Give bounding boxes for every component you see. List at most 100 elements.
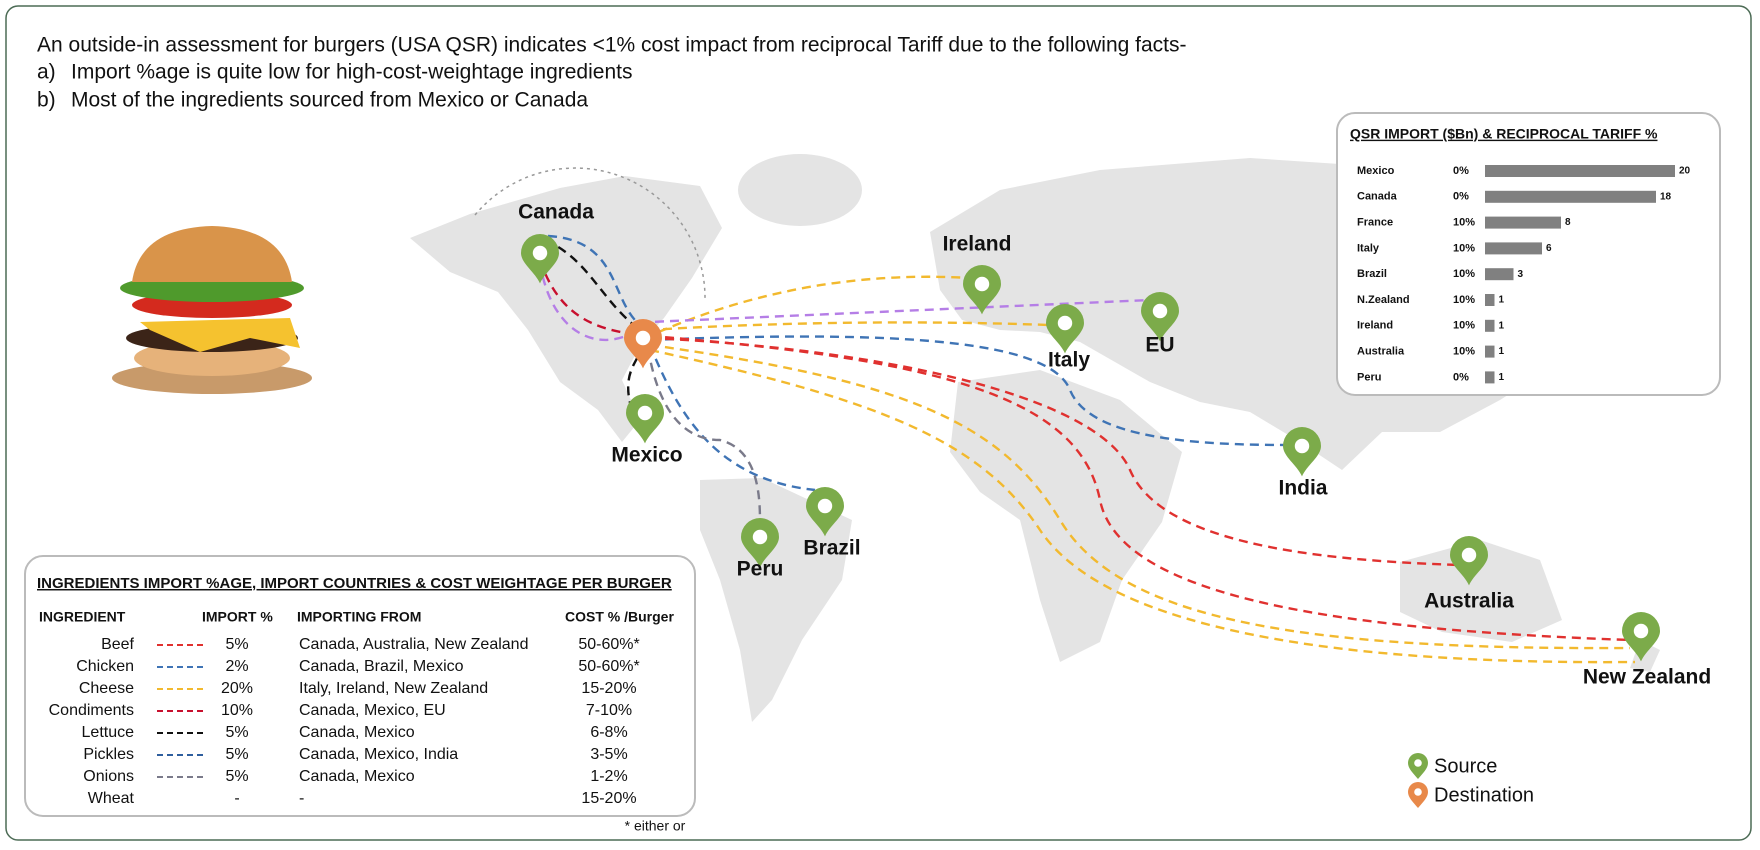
legend-label: Source (1434, 755, 1497, 777)
bar (1485, 242, 1542, 255)
category-label: Peru (1357, 371, 1381, 383)
tariff-label: 10% (1453, 242, 1475, 254)
category-label: Canada (1357, 191, 1398, 203)
pin-hole (532, 245, 548, 261)
bar (1485, 268, 1514, 281)
table-box (24, 555, 696, 817)
column-header: INGREDIENT (39, 609, 126, 625)
importing-from: Canada, Mexico (299, 768, 415, 785)
importing-from: - (299, 790, 304, 807)
column-header: IMPORT % (202, 609, 273, 625)
pin-hole (1414, 788, 1422, 796)
pin-label: Mexico (611, 444, 682, 467)
category-label: Mexico (1357, 165, 1395, 177)
category-label: France (1357, 217, 1393, 229)
ingredient: Wheat (88, 790, 135, 807)
ingredient: Onions (83, 768, 134, 785)
header-title: An outside-in assessment for burgers (US… (37, 34, 1186, 57)
importing-from: Italy, Ireland, New Zealand (299, 680, 488, 697)
import-pct: 5% (225, 746, 248, 763)
bar (1485, 319, 1495, 332)
value-label: 1 (1499, 295, 1505, 306)
import-pct: 5% (225, 724, 248, 741)
importing-from: Canada, Mexico (299, 724, 415, 741)
footnote: * either or (625, 818, 686, 834)
value-label: 1 (1499, 372, 1505, 383)
pin-hole (1152, 303, 1168, 319)
cost-pct: 6-8% (590, 724, 627, 741)
pin-hole (1057, 315, 1073, 331)
import-pct: 10% (221, 702, 253, 719)
tariff-label: 10% (1453, 346, 1475, 358)
category-label: Brazil (1357, 268, 1387, 280)
bar (1485, 371, 1495, 384)
tariff-label: 0% (1453, 165, 1469, 177)
pin-hole (1294, 438, 1310, 454)
header-point: Most of the ingredients sourced from Mex… (71, 89, 588, 112)
category-label: Italy (1357, 242, 1380, 254)
cost-pct: 15-20% (581, 680, 636, 697)
pin-hole (752, 529, 768, 545)
ingredient: Condiments (49, 702, 134, 719)
column-header: IMPORTING FROM (297, 609, 421, 625)
bar (1485, 345, 1495, 358)
import-pct: 2% (225, 658, 248, 675)
value-label: 6 (1546, 243, 1552, 254)
category-label: Ireland (1357, 320, 1393, 332)
pin-label: Brazil (803, 537, 860, 560)
point-marker: b) (37, 89, 56, 112)
pin-hole (974, 276, 990, 292)
burger-image (112, 226, 312, 396)
value-label: 3 (1518, 269, 1524, 280)
pin-hole (635, 330, 651, 346)
routes (474, 167, 1636, 664)
import-pct: 5% (225, 768, 248, 785)
pin-label: Canada (518, 201, 594, 224)
ingredient: Beef (101, 636, 134, 653)
pin-hole (817, 498, 833, 514)
pin-label: Australia (1424, 590, 1514, 613)
table-title: INGREDIENTS IMPORT %AGE, IMPORT COUNTRIE… (37, 575, 672, 592)
point-marker: a) (37, 61, 56, 84)
import-pct: 5% (225, 636, 248, 653)
bar (1485, 190, 1656, 203)
tariff-label: 0% (1453, 191, 1469, 203)
cost-pct: 15-20% (581, 790, 636, 807)
pin-label: Peru (737, 558, 784, 581)
pin-hole (1461, 547, 1477, 563)
cost-pct: 50-60%* (578, 658, 639, 675)
value-label: 1 (1499, 346, 1505, 357)
chart-title: QSR IMPORT ($Bn) & RECIPROCAL TARIFF % (1350, 126, 1658, 142)
bar (1485, 216, 1561, 229)
tariff-label: 0% (1453, 371, 1469, 383)
header-point: Import %age is quite low for high-cost-w… (71, 61, 632, 84)
importing-from: Canada, Mexico, EU (299, 702, 446, 719)
pin-label: EU (1145, 334, 1174, 357)
pin-label: India (1278, 477, 1327, 500)
value-label: 1 (1499, 320, 1505, 331)
cost-pct: 7-10% (586, 702, 632, 719)
importing-from: Canada, Brazil, Mexico (299, 658, 464, 675)
pin-hole (637, 405, 653, 421)
value-label: 18 (1660, 191, 1672, 202)
ingredient: Cheese (79, 680, 134, 697)
tariff-label: 10% (1453, 268, 1475, 280)
pin-hole (1414, 759, 1422, 767)
ingredient: Pickles (83, 746, 134, 763)
tariff-label: 10% (1453, 320, 1475, 332)
value-label: 8 (1565, 217, 1571, 228)
cost-pct: 50-60%* (578, 636, 639, 653)
cost-pct: 3-5% (590, 746, 627, 763)
cost-pct: 1-2% (590, 768, 627, 785)
importing-from: Canada, Australia, New Zealand (299, 636, 528, 653)
bar (1485, 165, 1675, 177)
pin-label: New Zealand (1583, 666, 1711, 689)
tariff-label: 10% (1453, 294, 1475, 306)
import-pct: 20% (221, 680, 253, 697)
tariff-label: 10% (1453, 217, 1475, 229)
ingredient: Lettuce (82, 724, 135, 741)
column-header: COST % /Burger (565, 609, 674, 625)
ingredient: Chicken (76, 658, 134, 675)
pin-hole (1633, 623, 1649, 639)
bar (1485, 294, 1495, 306)
